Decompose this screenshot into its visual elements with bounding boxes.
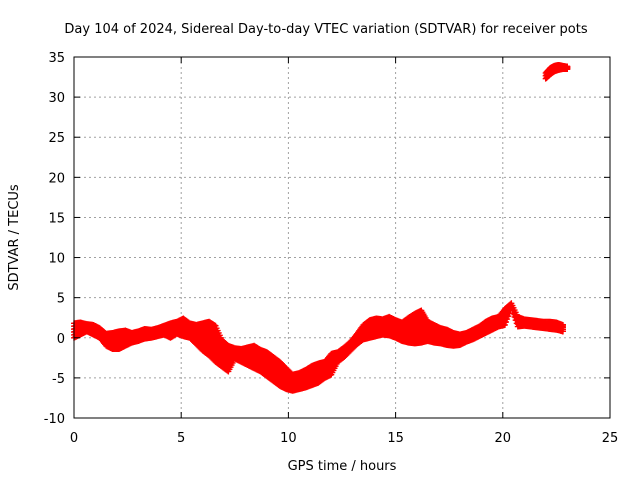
y-tick-label: 25 — [48, 131, 65, 146]
data-point — [505, 313, 512, 320]
data-point — [564, 66, 571, 73]
y-tick-label: -5 — [52, 372, 65, 387]
data-point — [559, 328, 566, 335]
chart-title: Day 104 of 2024, Sidereal Day-to-day VTE… — [64, 22, 587, 37]
x-axis-label: GPS time / hours — [288, 459, 397, 474]
data-point — [501, 321, 508, 328]
y-tick-label: 0 — [57, 332, 65, 347]
x-tick-label: 10 — [280, 431, 297, 446]
plot-frame — [73, 56, 611, 419]
data-points — [71, 62, 571, 394]
y-tick-label: 10 — [48, 252, 65, 267]
x-tick-label: 25 — [602, 431, 619, 446]
y-tick-label: 30 — [48, 91, 65, 106]
x-tick-label: 5 — [177, 431, 185, 446]
x-tick-label: 20 — [495, 431, 512, 446]
axis-ticks: 0 5 10 15 20 25 -10 -5 0 5 10 15 20 25 30 35 — [44, 51, 619, 446]
x-tick-label: 15 — [387, 431, 404, 446]
y-tick-label: 15 — [48, 211, 65, 226]
grid-lines — [74, 57, 610, 418]
y-tick-label: -10 — [44, 412, 65, 427]
y-tick-label: 35 — [48, 51, 65, 66]
y-tick-label: 5 — [57, 292, 65, 307]
y-axis-label: SDTVAR / TECUs — [7, 184, 22, 291]
data-point — [503, 319, 510, 326]
x-tick-label: 0 — [70, 431, 78, 446]
data-point — [504, 316, 511, 323]
y-tick-label: 20 — [48, 171, 65, 186]
